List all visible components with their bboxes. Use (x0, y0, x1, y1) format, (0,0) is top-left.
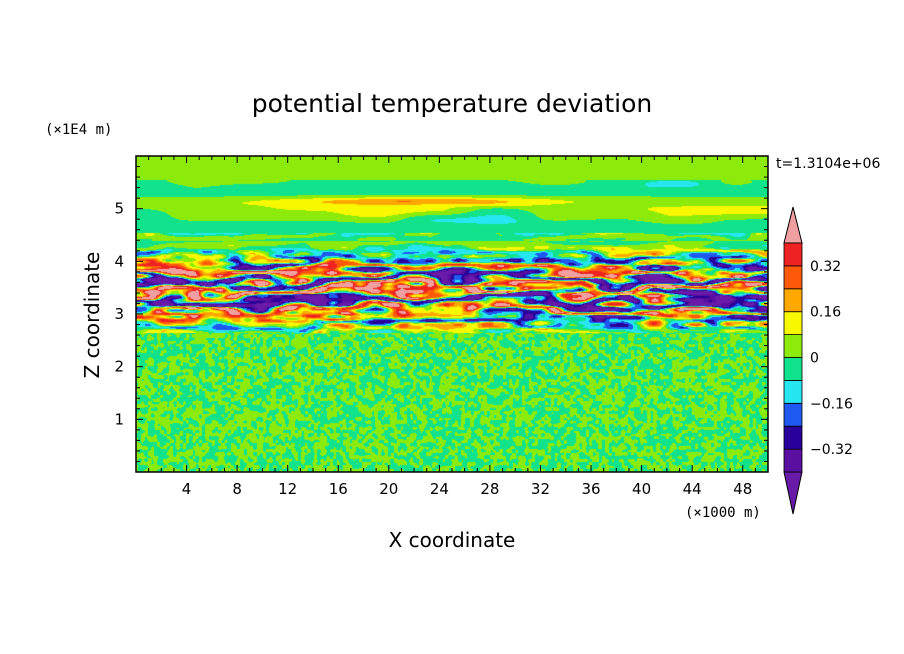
x-tick-label: 16 (329, 480, 348, 498)
x-tick-label: 44 (683, 480, 702, 498)
colorbar-segment (783, 334, 803, 358)
plot-area (136, 156, 768, 472)
colorbar-segment (783, 448, 803, 473)
colorbar-label: −0.16 (810, 396, 853, 412)
x-tick-label: 8 (232, 480, 242, 498)
colorbar-segment (783, 402, 803, 427)
heatmap-field (136, 156, 768, 472)
y-tick-label: 3 (114, 305, 124, 323)
x-tick-label: 40 (632, 480, 651, 498)
y-axis-label: Z coordinate (80, 252, 104, 379)
colorbar-segment (783, 379, 803, 404)
x-tick-label: 28 (480, 480, 499, 498)
y-tick-label: 2 (114, 358, 124, 376)
colorbar-label: 0.16 (810, 305, 841, 321)
x-tick-label: 32 (531, 480, 550, 498)
time-label: t=1.3104e+06 (776, 156, 880, 172)
colorbar-segment (783, 265, 803, 290)
colorbar-label: 0.32 (810, 259, 841, 275)
y-tick-label: 4 (114, 252, 124, 270)
colorbar-segment (783, 242, 803, 267)
colorbar-label: −0.32 (810, 442, 853, 458)
y-axis: 1 2 3 4 5 (114, 166, 768, 462)
y-unit-label: (×1E4 m) (45, 122, 112, 138)
x-tick-label: 20 (379, 480, 398, 498)
x-tick-label: 36 (581, 480, 600, 498)
colorbar-segment (783, 425, 803, 450)
colorbar-segment (783, 311, 803, 336)
y-tick-label: 5 (114, 200, 124, 218)
colorbar-segment (783, 357, 803, 381)
colorbar-label: 0 (810, 351, 819, 367)
x-axis: 4 8 12 16 20 24 28 32 36 40 44 48 (148, 156, 756, 498)
y-tick-label: 1 (114, 410, 124, 428)
x-tick-label: 48 (733, 480, 752, 498)
colorbar-over-arrow (783, 206, 803, 244)
x-tick-label: 12 (278, 480, 297, 498)
x-tick-label: 4 (182, 480, 192, 498)
colorbar: 0.32 0.16 0 −0.16 −0.32 (783, 206, 853, 515)
x-axis-label: X coordinate (389, 528, 516, 552)
colorbar-under-arrow (783, 471, 803, 515)
x-tick-label: 24 (430, 480, 449, 498)
colorbar-segment (783, 288, 803, 313)
chart-title: potential temperature deviation (252, 89, 652, 118)
x-unit-label: (×1000 m) (685, 505, 761, 521)
